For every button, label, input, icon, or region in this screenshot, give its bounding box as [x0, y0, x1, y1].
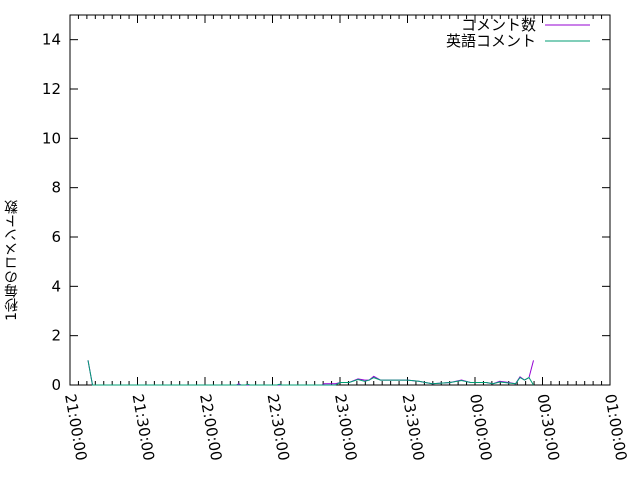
- x-tick-label: 01:00:00: [601, 393, 630, 462]
- x-tick-label: 00:00:00: [466, 393, 495, 462]
- legend-label: 英語コメント: [446, 32, 536, 50]
- y-tick-label: 8: [51, 179, 61, 197]
- plot-border: [69, 14, 611, 386]
- y-tick-label: 2: [51, 327, 61, 345]
- y-tick-label: 4: [51, 277, 61, 295]
- y-tick-label: 0: [51, 376, 61, 394]
- x-tick-label: 21:30:00: [129, 393, 158, 462]
- x-tick-label: 23:30:00: [399, 393, 428, 462]
- y-tick-label: 10: [42, 129, 61, 147]
- series-line-2: [87, 360, 534, 386]
- x-tick-label: 22:00:00: [196, 393, 225, 462]
- x-tick-label: 22:30:00: [264, 393, 293, 462]
- y-tick-label: 12: [42, 80, 61, 98]
- x-tick-label: 00:30:00: [534, 393, 563, 462]
- y-axis-label: 1秒毎のコメント数: [4, 200, 20, 321]
- x-tick-label: 23:00:00: [331, 393, 360, 462]
- y-tick-label: 14: [42, 31, 61, 49]
- y-tick-label: 6: [51, 228, 61, 246]
- legend-label: コメント数: [461, 16, 536, 34]
- x-tick-label: 21:00:00: [61, 393, 90, 462]
